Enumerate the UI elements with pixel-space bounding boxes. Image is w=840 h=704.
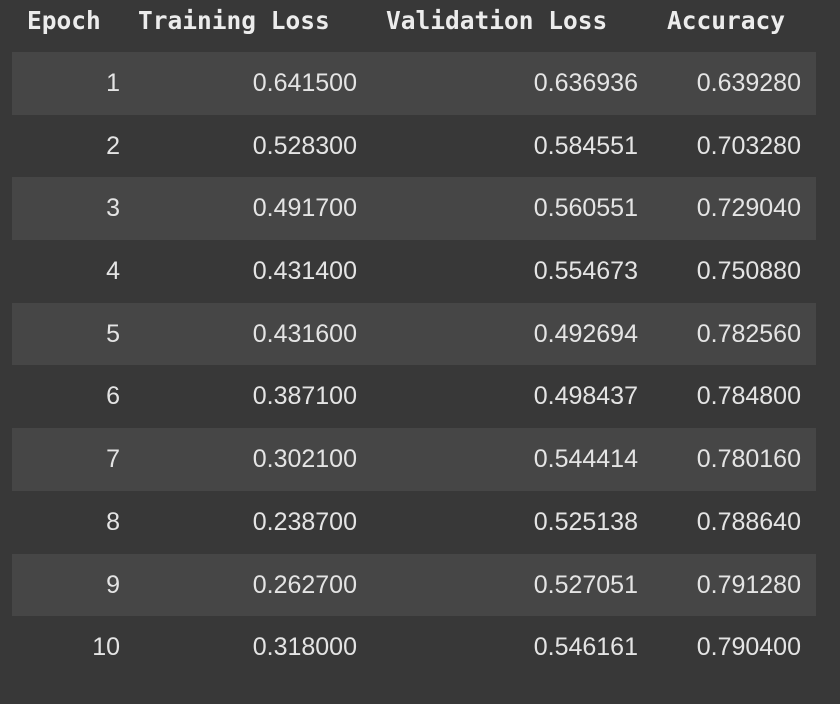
table-row: 9 0.262700 0.527051 0.791280 — [12, 553, 816, 617]
table-row: 2 0.528300 0.584551 0.703280 — [12, 115, 816, 178]
cell-training-loss: 0.431600 — [252, 319, 357, 348]
cell-epoch: 4 — [106, 257, 120, 286]
cell-validation-loss: 0.554673 — [533, 257, 638, 286]
cell-accuracy: 0.790400 — [696, 633, 801, 662]
cell-accuracy: 0.639280 — [696, 69, 801, 97]
cell-epoch: 1 — [106, 69, 120, 97]
cell-accuracy: 0.788640 — [696, 507, 801, 536]
cell-epoch: 2 — [106, 131, 120, 160]
header-training-loss: Training Loss — [138, 6, 330, 35]
cell-validation-loss: 0.560551 — [533, 194, 638, 223]
cell-validation-loss: 0.636936 — [533, 69, 638, 97]
cell-accuracy: 0.703280 — [696, 131, 801, 160]
cell-epoch: 7 — [106, 445, 120, 474]
table-row: 8 0.238700 0.525138 0.788640 — [12, 491, 816, 554]
cell-epoch: 8 — [106, 507, 120, 536]
cell-accuracy: 0.784800 — [696, 382, 801, 411]
cell-training-loss: 0.491700 — [252, 194, 357, 223]
cell-epoch: 3 — [106, 194, 120, 223]
cell-validation-loss: 0.498437 — [533, 382, 638, 411]
table-row: 7 0.302100 0.544414 0.780160 — [12, 428, 816, 491]
cell-validation-loss: 0.525138 — [533, 507, 638, 536]
cell-training-loss: 0.262700 — [252, 570, 357, 599]
cell-epoch: 5 — [106, 319, 120, 348]
cell-accuracy: 0.780160 — [696, 445, 801, 474]
cell-training-loss: 0.238700 — [252, 507, 357, 536]
header-accuracy: Accuracy — [667, 6, 786, 35]
cell-epoch: 10 — [92, 633, 120, 662]
table-row: 5 0.431600 0.492694 0.782560 — [12, 302, 816, 366]
table-row: 1 0.641500 0.636936 0.639280 — [12, 52, 816, 115]
cell-validation-loss: 0.546161 — [533, 633, 638, 662]
table-body: 1 0.641500 0.636936 0.639280 2 0.528300 0.5845… — [12, 52, 816, 679]
cell-accuracy: 0.729040 — [696, 194, 801, 223]
cell-accuracy: 0.750880 — [696, 257, 801, 286]
cell-accuracy: 0.782560 — [696, 319, 801, 348]
cell-validation-loss: 0.544414 — [533, 445, 638, 474]
cell-validation-loss: 0.492694 — [533, 319, 638, 348]
header-validation-loss: Validation Loss — [386, 6, 608, 35]
header-epoch: Epoch — [27, 6, 101, 35]
training-results-table: Epoch Training Loss Validation Loss Accu… — [12, 0, 816, 679]
cell-epoch: 9 — [106, 570, 120, 599]
cell-training-loss: 0.431400 — [252, 257, 357, 286]
cell-training-loss: 0.641500 — [252, 69, 357, 97]
table-row: 3 0.491700 0.560551 0.729040 — [12, 177, 816, 241]
table-row: 6 0.387100 0.498437 0.784800 — [12, 365, 816, 428]
cell-training-loss: 0.387100 — [252, 382, 357, 411]
cell-training-loss: 0.528300 — [252, 131, 357, 160]
cell-training-loss: 0.318000 — [252, 633, 357, 662]
table-header: Epoch Training Loss Validation Loss Accu… — [12, 0, 816, 52]
table-row: 10 0.318000 0.546161 0.790400 — [12, 616, 816, 679]
table-row: 4 0.431400 0.554673 0.750880 — [12, 240, 816, 303]
cell-training-loss: 0.302100 — [252, 445, 357, 474]
cell-epoch: 6 — [106, 382, 120, 411]
cell-accuracy: 0.791280 — [696, 570, 801, 599]
cell-validation-loss: 0.527051 — [533, 570, 638, 599]
cell-validation-loss: 0.584551 — [533, 131, 638, 160]
